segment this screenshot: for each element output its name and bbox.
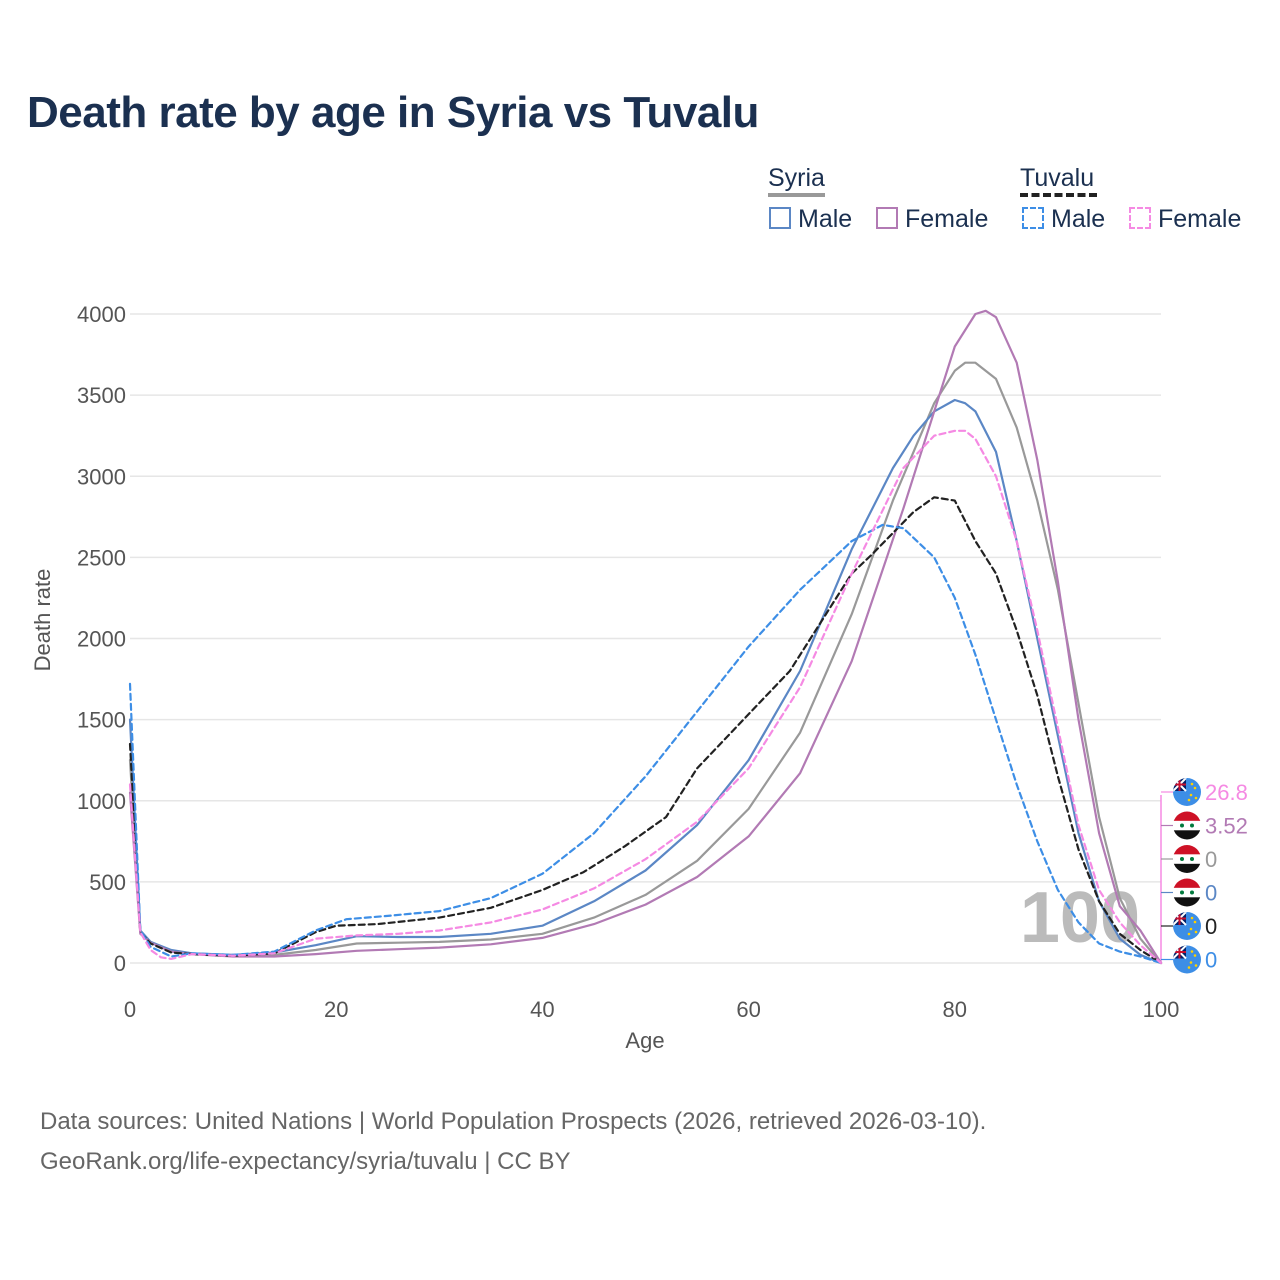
y-axis-ticks: 0 500 1000 1500 2000 2500 3000 3500 4000 (77, 302, 126, 976)
series-line-tuvalu-total[interactable] (128, 496, 1163, 965)
y-tick-label: 3000 (77, 464, 126, 489)
gridlines (130, 313, 1162, 964)
legend-label-tuvalu-male[interactable]: Male (1051, 205, 1106, 233)
legend-tuvalu-underline (1020, 193, 1097, 197)
end-label-tuvalu: 0 (1161, 945, 1217, 974)
y-axis-title: Death rate (30, 569, 55, 672)
x-tick-label: 20 (324, 997, 348, 1022)
x-axis-title: Age (625, 1028, 664, 1053)
end-label-value: 3.52 (1205, 814, 1248, 839)
x-tick-label: 100 (1143, 997, 1180, 1022)
legend-swatch-syria-male[interactable] (769, 207, 791, 229)
legend-label-tuvalu-female[interactable]: Female (1158, 205, 1242, 233)
end-label-value: 0 (1205, 948, 1217, 973)
source-line-2[interactable]: GeoRank.org/life-expectancy/syria/tuvalu… (40, 1148, 571, 1175)
tuvalu-flag-icon (1173, 945, 1201, 974)
chart-title: Death rate by age in Syria vs Tuvalu (27, 88, 759, 137)
legend-group-tuvalu: Tuvalu (1020, 164, 1095, 192)
end-label-syria: 0 (1161, 845, 1217, 873)
x-tick-label: 80 (943, 997, 967, 1022)
legend-group-syria: Syria (768, 164, 825, 192)
legend-swatch-syria-female[interactable] (876, 207, 898, 229)
end-labels: 26.8 3.52 0 0 0 0 (1161, 778, 1248, 974)
end-label-syria: 0 (1161, 878, 1217, 907)
end-label-value: 0 (1205, 881, 1217, 906)
series-line-syria-male[interactable] (128, 398, 1163, 965)
watermark-year: 100 (1020, 878, 1140, 958)
y-tick-label: 4000 (77, 302, 126, 327)
y-tick-label: 1000 (77, 789, 126, 814)
legend-syria-underline (768, 193, 825, 197)
source-line-1: Data sources: United Nations | World Pop… (40, 1108, 987, 1135)
legend-swatch-tuvalu-female[interactable] (1129, 207, 1151, 229)
end-label-value: 26.8 (1205, 780, 1248, 805)
series-line-syria-female[interactable] (128, 309, 1163, 965)
legend-label-syria-female[interactable]: Female (905, 205, 989, 233)
legend-swatch-tuvalu-male[interactable] (1022, 207, 1044, 229)
y-tick-label: 2500 (77, 545, 126, 570)
series-line-tuvalu-female[interactable] (128, 429, 1163, 965)
y-tick-label: 0 (114, 951, 126, 976)
syria-flag-icon (1173, 845, 1201, 873)
y-tick-label: 500 (89, 870, 126, 895)
x-axis-ticks: 0 20 40 60 80 100 (124, 997, 1179, 1022)
end-label-tuvalu: 26.8 (1161, 778, 1248, 806)
x-tick-label: 0 (124, 997, 136, 1022)
x-tick-label: 40 (530, 997, 554, 1022)
end-label-syria: 3.52 (1161, 811, 1248, 840)
tuvalu-flag-icon (1173, 912, 1201, 940)
series-line-syria-total[interactable] (128, 361, 1163, 965)
end-label-value: 0 (1205, 847, 1217, 872)
series-line-tuvalu-male[interactable] (128, 523, 1163, 965)
series-lines (128, 309, 1163, 965)
end-label-value: 0 (1205, 914, 1217, 939)
syria-flag-icon (1173, 878, 1201, 907)
y-tick-label: 1500 (77, 708, 126, 733)
syria-flag-icon (1173, 811, 1201, 840)
end-label-tuvalu: 0 (1161, 912, 1217, 940)
tuvalu-flag-icon (1173, 778, 1201, 806)
x-tick-label: 60 (736, 997, 760, 1022)
legend-label-syria-male[interactable]: Male (798, 205, 853, 233)
y-tick-label: 2000 (77, 627, 126, 652)
y-tick-label: 3500 (77, 383, 126, 408)
